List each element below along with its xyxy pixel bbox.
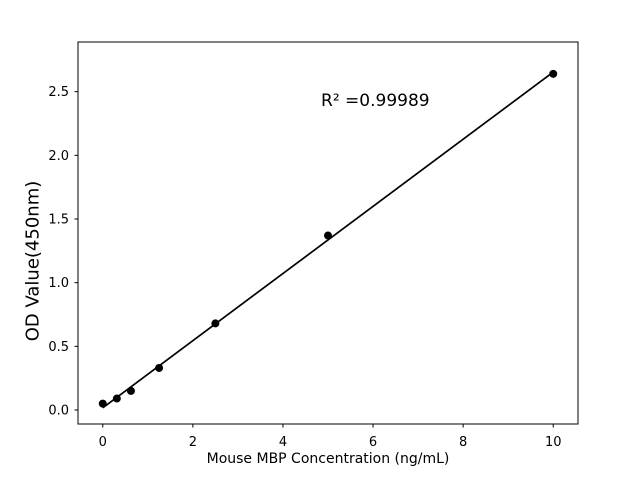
y-tick-label: 1.5 [48,212,69,227]
y-tick-label: 0.0 [48,403,69,418]
y-tick-label: 1.0 [48,276,69,291]
data-point [126,386,135,395]
x-tick-label: 0 [99,435,107,450]
x-tick-label: 8 [459,435,467,450]
y-axis-label: OD Value(450nm) [22,180,44,342]
data-point [112,394,121,403]
r-squared-annotation: R² =0.99989 [321,90,430,111]
y-tick-label: 0.5 [48,340,69,355]
x-axis-label: Mouse MBP Concentration (ng/mL) [206,451,450,467]
y-tick-label: 2.5 [48,85,69,100]
x-tick-label: 2 [189,435,197,450]
data-point [211,319,220,328]
data-point [549,69,558,78]
plot-spines [77,41,579,425]
x-tick-label: 10 [545,435,562,450]
x-tick-label: 6 [369,435,377,450]
x-tick-label: 4 [279,435,287,450]
data-point [98,399,107,408]
fit-line [102,71,554,409]
y-tick-label: 2.0 [48,149,69,164]
data-point [155,363,164,372]
data-point [324,231,332,240]
